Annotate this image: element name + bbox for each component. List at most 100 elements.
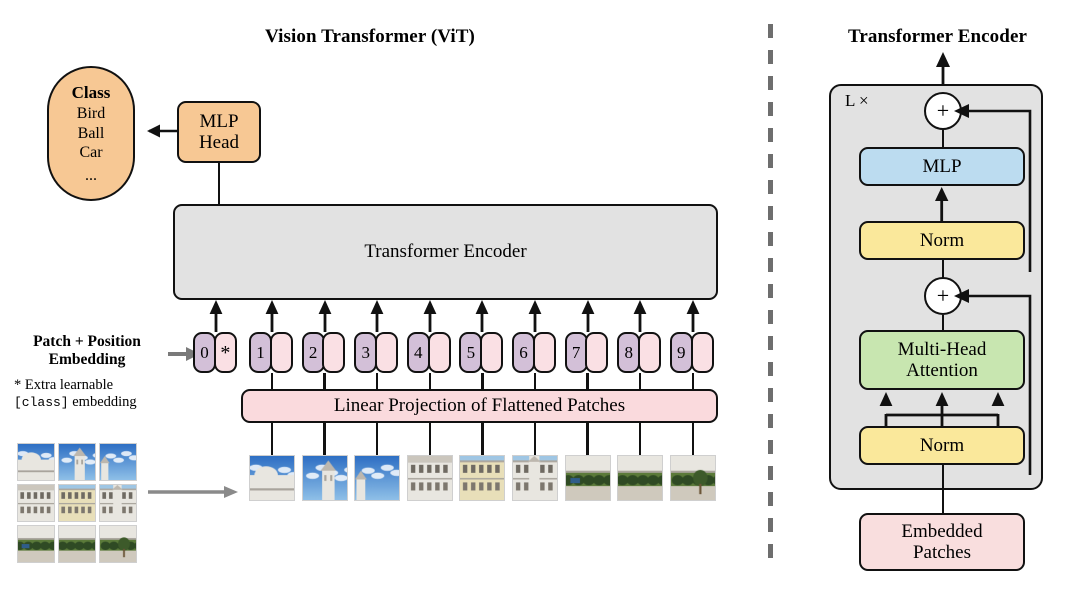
mlp-block-label: MLP bbox=[922, 155, 962, 177]
token-to-encoder-arrow bbox=[475, 300, 489, 332]
plus-icon: + bbox=[936, 98, 950, 123]
skip-connection-bottom bbox=[954, 289, 1032, 475]
flattened-patch bbox=[617, 455, 664, 501]
embedded-patches-block: Embedded Patches bbox=[859, 513, 1025, 571]
projection-to-token-connector bbox=[691, 373, 695, 389]
projection-to-token-connector bbox=[586, 373, 589, 389]
connector-plus-to-mlp bbox=[941, 130, 945, 147]
connector-embedded-to-norm-lower bbox=[941, 465, 945, 513]
transformer-encoder-label: Transformer Encoder bbox=[364, 241, 527, 263]
multi-head-attention-block: Multi-Head Attention bbox=[859, 330, 1025, 390]
patch-embedding-pill bbox=[322, 332, 346, 373]
source-image-patch bbox=[17, 443, 55, 481]
patch-embedding-pill bbox=[269, 332, 293, 373]
repeat-count-label: L × bbox=[845, 91, 869, 110]
projection-to-token-connector bbox=[533, 373, 537, 389]
patch-embedding-pill bbox=[480, 332, 504, 373]
flattened-patch bbox=[669, 455, 716, 501]
source-image-patch bbox=[58, 484, 96, 522]
class-token-mono: [class] bbox=[14, 395, 69, 411]
token-to-encoder-arrow bbox=[581, 300, 594, 332]
connector-mlphead-encoder bbox=[217, 163, 221, 205]
token-8: 8 bbox=[617, 332, 663, 373]
token-3: 3 bbox=[354, 332, 400, 373]
source-image-patch bbox=[17, 484, 55, 522]
embedding-label-line1: Patch + Position bbox=[33, 333, 141, 350]
position-embedding-pill: 3 bbox=[354, 332, 378, 373]
class-item: Car bbox=[79, 144, 103, 162]
token-5: 5 bbox=[459, 332, 505, 373]
patch-embedding-pill bbox=[585, 332, 609, 373]
token-to-encoder-arrow bbox=[265, 300, 279, 332]
token-to-encoder-arrow bbox=[423, 300, 437, 332]
patch-embedding-pill: * bbox=[213, 332, 237, 373]
position-embedding-pill: 2 bbox=[301, 332, 325, 373]
patch-position-embedding-label: Patch + Position Embedding bbox=[8, 333, 166, 369]
norm-block-lower: Norm bbox=[859, 426, 1025, 465]
source-image-patch bbox=[17, 525, 55, 563]
patch-embedding-pill bbox=[375, 332, 398, 373]
footnote-line1: * Extra learnable bbox=[14, 377, 114, 393]
norm-block-upper: Norm bbox=[859, 221, 1025, 260]
token-1: 1 bbox=[249, 332, 295, 373]
position-embedding-pill: 5 bbox=[459, 332, 483, 373]
qkv-arrows bbox=[879, 392, 1005, 426]
flattened-patch bbox=[249, 455, 295, 501]
patch-to-projection-connector bbox=[375, 423, 379, 455]
token-7: 7 bbox=[564, 332, 611, 373]
arrow-embedding-label-to-tokens bbox=[168, 347, 200, 361]
flattened-patch bbox=[406, 455, 453, 501]
position-embedding-pill: 8 bbox=[617, 332, 641, 373]
class-heading: Class bbox=[71, 83, 111, 103]
flattened-patch bbox=[512, 455, 558, 501]
projection-to-token-connector bbox=[375, 373, 379, 389]
source-image-patch bbox=[99, 484, 137, 522]
class-item: Ball bbox=[77, 124, 105, 142]
plus-icon: + bbox=[936, 283, 950, 308]
source-image-patch bbox=[99, 525, 137, 563]
projection-to-token-connector bbox=[481, 373, 484, 389]
patch-to-projection-connector bbox=[586, 423, 589, 455]
token-to-encoder-arrow bbox=[633, 300, 647, 332]
norm-lower-label: Norm bbox=[919, 434, 965, 456]
connector-plusmid-to-mha bbox=[941, 315, 945, 330]
token-to-encoder-arrow bbox=[318, 300, 331, 332]
linear-projection-label: Linear Projection of Flattened Patches bbox=[333, 395, 626, 417]
skip-connection-top bbox=[954, 104, 1032, 272]
embedded-patches-line1: Embedded bbox=[901, 520, 983, 542]
source-image-patch bbox=[58, 525, 96, 563]
token-to-encoder-arrow bbox=[528, 300, 542, 332]
token-2: 2 bbox=[301, 332, 348, 373]
panel-divider bbox=[768, 24, 773, 569]
patch-to-projection-connector bbox=[481, 423, 484, 455]
projection-to-token-connector bbox=[323, 373, 326, 389]
mlp-head-box: MLP Head bbox=[177, 101, 261, 163]
linear-projection-box: Linear Projection of Flattened Patches bbox=[241, 389, 718, 423]
extra-learnable-footnote: * Extra learnable [class] embedding bbox=[14, 377, 194, 412]
mlp-head-label-line2: Head bbox=[198, 132, 240, 153]
patch-to-projection-connector bbox=[638, 423, 642, 455]
flattened-patch bbox=[564, 455, 611, 501]
flattened-patch bbox=[354, 455, 401, 501]
patch-embedding-pill bbox=[532, 332, 556, 373]
position-embedding-pill: 9 bbox=[669, 332, 693, 373]
projection-to-token-connector bbox=[428, 373, 432, 389]
flattened-patch bbox=[459, 455, 506, 501]
position-embedding-pill: 7 bbox=[564, 332, 588, 373]
connector-plusmid-to-norm-upper bbox=[941, 260, 945, 279]
projection-to-token-connector bbox=[270, 373, 274, 389]
position-embedding-pill: 6 bbox=[512, 332, 535, 373]
mha-label-line2: Attention bbox=[906, 360, 978, 381]
class-output-box: Class Bird Ball Car ... bbox=[47, 66, 135, 201]
projection-to-token-connector bbox=[638, 373, 642, 389]
patch-embedding-pill bbox=[638, 332, 661, 373]
token-9: 9 bbox=[669, 332, 716, 373]
token-to-encoder-arrow bbox=[686, 300, 700, 332]
left-panel-title: Vision Transformer (ViT) bbox=[265, 26, 475, 47]
class-item: Bird bbox=[76, 105, 106, 123]
embedded-patches-line2: Patches bbox=[912, 542, 972, 563]
position-embedding-pill: 4 bbox=[406, 332, 430, 373]
embedding-label-line2: Embedding bbox=[48, 350, 126, 368]
transformer-encoder-box: Transformer Encoder bbox=[173, 204, 718, 300]
mlp-block: MLP bbox=[859, 147, 1025, 186]
